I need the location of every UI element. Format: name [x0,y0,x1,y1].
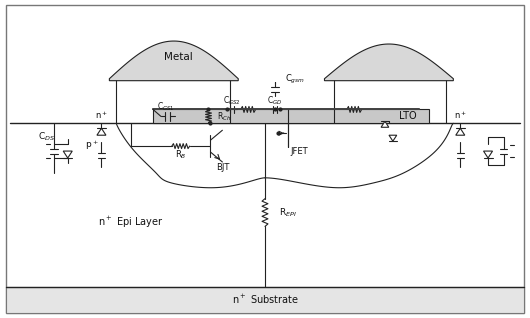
Polygon shape [324,44,453,81]
Bar [6,287,524,313]
Text: C$_{GS2}$: C$_{GS2}$ [223,94,241,107]
Text: n$^+$: n$^+$ [95,109,108,121]
Text: C$_{DS}$: C$_{DS}$ [38,131,55,143]
Polygon shape [389,135,397,141]
Text: n$^+$ Epi Layer: n$^+$ Epi Layer [99,215,164,230]
Text: n$^+$ Substrate: n$^+$ Substrate [232,293,298,306]
Polygon shape [456,128,465,135]
Text: LTO: LTO [399,111,417,121]
Polygon shape [97,128,106,135]
Text: C$_{GD}$: C$_{GD}$ [267,94,282,107]
Text: p$^+$: p$^+$ [85,138,99,152]
Text: Metal: Metal [164,52,193,62]
Text: C$_{GS1}$: C$_{GS1}$ [157,100,175,113]
Text: JFET: JFET [291,147,308,156]
Polygon shape [381,121,389,127]
Text: n$^+$: n$^+$ [454,109,467,121]
Polygon shape [483,151,492,158]
Text: C$_{gsm}$: C$_{gsm}$ [285,73,305,86]
Text: R$_{EPI}$: R$_{EPI}$ [279,206,297,219]
Polygon shape [109,41,238,81]
Text: R$_{B}$: R$_{B}$ [175,149,187,161]
Bar [153,109,429,123]
Polygon shape [63,151,72,158]
Text: BJT: BJT [216,163,230,172]
Text: R$_{Ch}$: R$_{Ch}$ [217,110,232,123]
